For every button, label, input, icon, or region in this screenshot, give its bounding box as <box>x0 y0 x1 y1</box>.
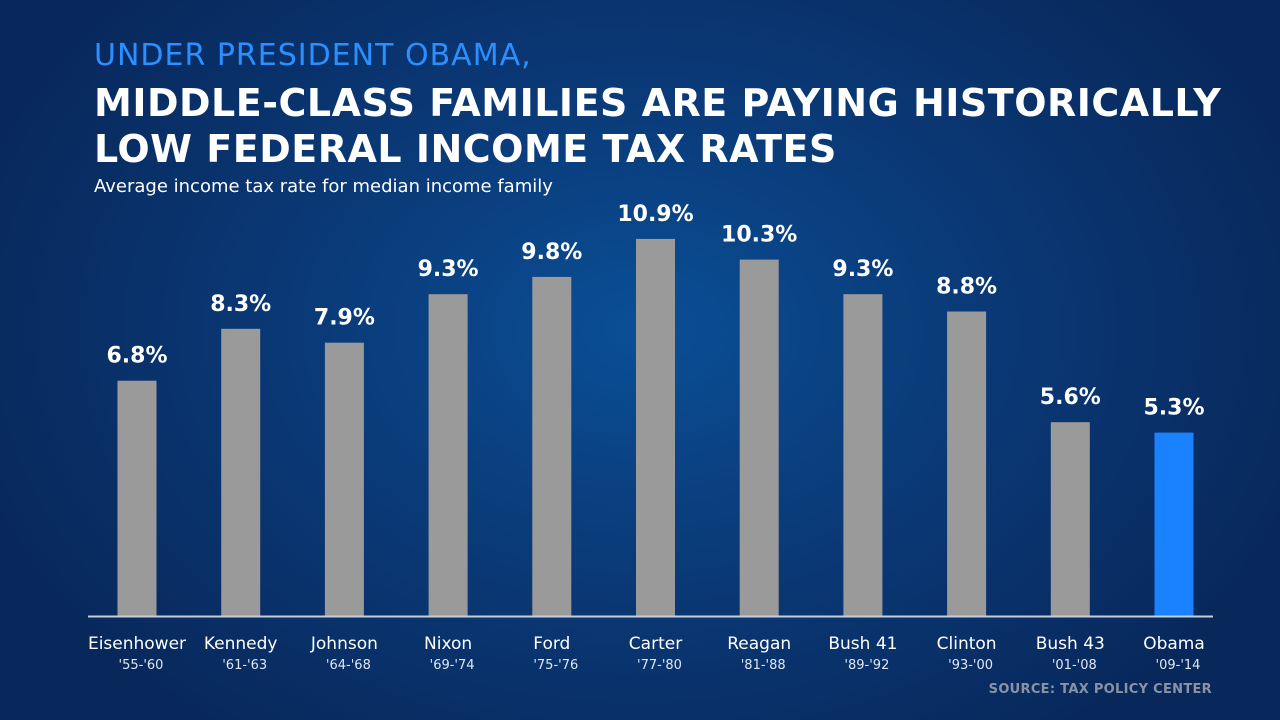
source-note: SOURCE: TAX POLICY CENTER <box>988 682 1212 697</box>
x-tick-label-5: Carter <box>629 634 682 654</box>
x-tick-period-2: '64-'68 <box>326 658 371 673</box>
data-label-8: 8.8% <box>936 275 997 300</box>
x-tick-period-4: '75-'76 <box>533 658 578 673</box>
x-tick-period-7: '89-'92 <box>844 658 889 673</box>
bar-1 <box>221 328 261 616</box>
x-tick-label-6: Reagan <box>727 634 791 654</box>
x-tick-period-3: '69-'74 <box>430 658 475 673</box>
x-tick-label-3: Nixon <box>424 634 472 654</box>
x-tick-label-9: Bush 43 <box>1036 634 1105 654</box>
x-tick-label-10: Obama <box>1143 634 1205 654</box>
bar-0 <box>117 380 157 616</box>
data-label-1: 8.3% <box>210 292 271 317</box>
x-tick-period-6: '81-'88 <box>741 658 786 673</box>
x-tick-label-8: Clinton <box>937 634 997 654</box>
bar-6 <box>739 259 779 616</box>
bar-9 <box>1050 422 1090 616</box>
bar-10 <box>1154 432 1194 616</box>
x-tick-label-4: Ford <box>533 634 570 654</box>
data-label-2: 7.9% <box>314 306 375 331</box>
bar-8 <box>947 311 987 616</box>
data-label-5: 10.9% <box>617 202 693 227</box>
chart-title-line-1: MIDDLE-CLASS FAMILIES ARE PAYING HISTORI… <box>94 81 1222 125</box>
data-label-4: 9.8% <box>521 240 582 265</box>
data-label-6: 10.3% <box>721 223 797 248</box>
chart-subtitle: Average income tax rate for median incom… <box>94 176 553 197</box>
bar-4 <box>532 276 572 616</box>
data-label-9: 5.6% <box>1040 385 1101 410</box>
x-tick-label-1: Kennedy <box>204 634 278 654</box>
x-tick-label-0: Eisenhower <box>88 634 186 654</box>
x-tick-label-2: Johnson <box>310 634 378 654</box>
chart-title-line-2: LOW FEDERAL INCOME TAX RATES <box>94 127 837 171</box>
bar-2 <box>324 342 364 616</box>
data-label-7: 9.3% <box>832 257 893 282</box>
bar-7 <box>843 294 883 616</box>
bar-5 <box>636 238 675 616</box>
chart-title: MIDDLE-CLASS FAMILIES ARE PAYING HISTORI… <box>94 80 1222 172</box>
data-label-0: 6.8% <box>106 344 167 369</box>
data-label-3: 9.3% <box>418 257 479 282</box>
data-label-10: 5.3% <box>1143 396 1204 421</box>
x-tick-label-7: Bush 41 <box>828 634 897 654</box>
x-tick-period-9: '01-'08 <box>1052 658 1097 673</box>
x-tick-period-0: '55-'60 <box>119 658 164 673</box>
bar-3 <box>428 294 468 616</box>
x-tick-period-1: '61-'63 <box>222 658 267 673</box>
chart-kicker: UNDER PRESIDENT OBAMA, <box>94 38 532 73</box>
x-tick-period-5: '77-'80 <box>637 658 682 673</box>
x-tick-period-10: '09-'14 <box>1156 658 1201 673</box>
x-tick-period-8: '93-'00 <box>948 658 993 673</box>
